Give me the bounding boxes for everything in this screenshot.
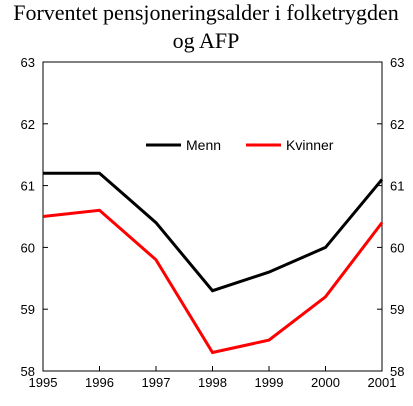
series-line-kvinner	[42, 208, 384, 355]
plot-area	[42, 61, 383, 372]
x-tick-label: 1999	[255, 375, 284, 390]
legend-label-menn: Menn	[186, 137, 221, 153]
series-layer	[42, 171, 384, 355]
y-left-tick-label: 58	[21, 364, 35, 379]
y-axis-left: 58 59 60 61 62 63	[21, 55, 48, 379]
x-tick-label: 2001	[368, 375, 397, 390]
chart-title-line-1: Forventet pensjoneringsalder i folketryg…	[13, 0, 399, 25]
y-left-tick-label: 61	[21, 179, 35, 194]
y-left-tick-label: 59	[21, 302, 35, 317]
series-line-menn	[43, 171, 384, 293]
x-tick-label: 1998	[198, 375, 227, 390]
y-right-tick-label: 58	[390, 364, 404, 379]
x-tick-label: 1995	[29, 375, 58, 390]
legend: Menn Kvinner	[146, 137, 334, 153]
x-tick-label: 2000	[311, 375, 340, 390]
y-left-tick-label: 60	[21, 240, 35, 255]
y-left-tick-label: 62	[21, 117, 35, 132]
x-axis: 1995 1996 1997 1998 1999 2000 2001	[29, 366, 397, 390]
y-left-tick-label: 63	[21, 55, 35, 70]
legend-label-kvinner: Kvinner	[286, 137, 334, 153]
y-right-tick-label: 62	[390, 117, 404, 132]
y-right-tick-label: 61	[390, 179, 404, 194]
y-right-tick-label: 60	[390, 240, 404, 255]
x-tick-label: 1996	[85, 375, 114, 390]
y-right-tick-label: 63	[390, 55, 404, 70]
x-tick-label: 1997	[142, 375, 171, 390]
y-axis-right: 58 59 60 61 62 63	[377, 55, 404, 379]
chart-title-line-2: og AFP	[173, 28, 240, 53]
y-right-tick-label: 59	[390, 302, 404, 317]
